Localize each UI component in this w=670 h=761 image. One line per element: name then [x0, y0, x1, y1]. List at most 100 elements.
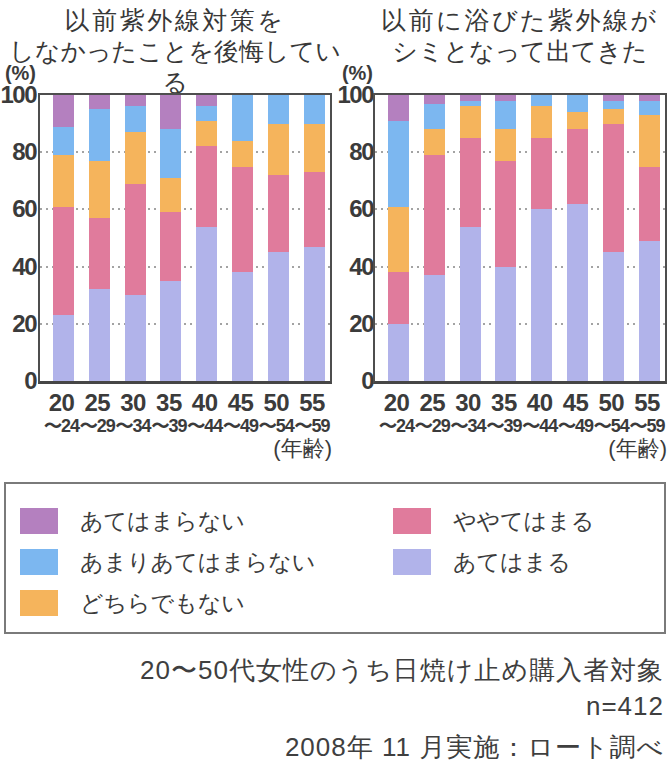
legend: あてはまらないあまりあてはまらないどちらでもないややてはまるあてはまる	[4, 482, 666, 634]
y-tick-label: 40	[12, 253, 36, 281]
stacked-bar-30〜34	[460, 95, 481, 381]
y-tick-label: 100	[337, 81, 373, 109]
stacked-bar-45〜49	[567, 95, 588, 381]
bar-segment	[639, 241, 660, 381]
bar-segment	[304, 95, 325, 124]
bar-segment	[388, 95, 409, 121]
chart-title-line: 以前紫外線対策を	[0, 5, 350, 36]
bar-segment	[495, 267, 516, 381]
bar-segment	[53, 315, 74, 381]
bar-segment	[424, 275, 445, 381]
stacked-bar-50〜54	[603, 95, 624, 381]
bar-segment	[304, 247, 325, 381]
legend-label: あてはまらない	[80, 507, 245, 535]
age-axis-label-right: (年齢)	[373, 434, 667, 464]
bar-segment	[304, 124, 325, 173]
bar-segment	[603, 109, 624, 123]
y-axis-right: 100806040200	[337, 93, 373, 383]
bar-segment	[232, 167, 253, 273]
bar-segment	[89, 218, 110, 290]
chart-title-left: 以前紫外線対策をしなかったことを後悔している	[0, 5, 350, 98]
bar-segment	[196, 121, 217, 147]
bar-segment	[160, 281, 181, 381]
bar-segment	[495, 101, 516, 130]
chart-title-right: 以前に浴びた紫外線がシミとなって出てきた	[372, 5, 668, 67]
bar-segment	[388, 272, 409, 323]
bar-segment	[125, 106, 146, 132]
bar-segment	[531, 138, 552, 210]
bar-segment	[125, 132, 146, 183]
bar-segment	[89, 161, 110, 218]
y-tick-label: 60	[349, 195, 373, 223]
x-tick-range: 〜59	[622, 416, 670, 436]
bar-segment	[53, 155, 74, 206]
footer-notes: 20〜50代女性のうち日焼け止め購入者対象 n=412 2008年 11 月実施…	[140, 652, 664, 761]
bar-segment	[196, 227, 217, 381]
y-tick-label: 80	[12, 138, 36, 166]
plot-area-left	[38, 93, 332, 384]
bar-segment	[196, 146, 217, 226]
bar-segment	[160, 212, 181, 281]
bar-segment	[160, 95, 181, 129]
bar-segment	[603, 101, 624, 110]
bar-segment	[639, 167, 660, 241]
y-tick-label: 80	[349, 138, 373, 166]
bar-segment	[125, 295, 146, 381]
x-tick-age: 55	[622, 390, 670, 416]
uv-survey-figure: 以前紫外線対策をしなかったことを後悔している 以前に浴びた紫外線がシミとなって出…	[0, 0, 670, 761]
stacked-bar-30〜34	[125, 95, 146, 381]
bar-segment	[639, 115, 660, 166]
bar-segment	[424, 155, 445, 275]
footer-sample-description: 20〜50代女性のうち日焼け止め購入者対象	[140, 652, 664, 688]
legend-label: どちらでもない	[80, 589, 245, 617]
bar-segment	[424, 95, 445, 104]
bar-segment	[388, 121, 409, 207]
bar-segment	[424, 104, 445, 130]
y-tick-label: 40	[349, 253, 373, 281]
bar-segment	[268, 124, 289, 175]
bar-segment	[160, 178, 181, 212]
y-tick-label: 20	[12, 310, 36, 338]
bar-segment	[160, 129, 181, 178]
y-tick-label: 0	[24, 367, 36, 395]
bar-segment	[567, 129, 588, 203]
legend-swatch	[20, 590, 58, 616]
stacked-bar-35〜39	[495, 95, 516, 381]
x-tick-label: 55〜59	[287, 390, 337, 436]
legend-swatch	[20, 549, 58, 575]
bar-segment	[460, 227, 481, 381]
bar-segment	[567, 95, 588, 112]
bar-segment	[424, 129, 445, 155]
bar-segment	[232, 272, 253, 381]
x-tick-range: 〜59	[287, 416, 337, 436]
bar-segment	[531, 106, 552, 137]
stacked-bar-45〜49	[232, 95, 253, 381]
legend-swatch	[393, 508, 431, 534]
footer-sample-size: n=412	[140, 688, 664, 724]
bar-segment	[603, 252, 624, 381]
plot-area-right	[373, 93, 667, 384]
stacked-bar-55〜59	[639, 95, 660, 381]
stacked-bar-40〜44	[531, 95, 552, 381]
stacked-bar-20〜24	[388, 95, 409, 381]
legend-label: あまりあてはまらない	[80, 548, 315, 576]
bar-segment	[232, 95, 253, 141]
chart-title-line: 以前に浴びた紫外線が	[372, 5, 668, 36]
x-tick-label: 55〜59	[622, 390, 670, 436]
bar-segment	[388, 207, 409, 273]
legend-swatch	[20, 508, 58, 534]
bar-segment	[495, 129, 516, 160]
legend-label: ややてはまる	[453, 507, 594, 535]
bar-segment	[125, 95, 146, 106]
stacked-bar-40〜44	[196, 95, 217, 381]
stacked-bar-35〜39	[160, 95, 181, 381]
bar-segment	[567, 204, 588, 381]
percent-unit-label-right: (%)	[333, 63, 373, 83]
y-axis-left: 100806040200	[0, 93, 36, 383]
bar-segment	[268, 175, 289, 252]
bar-segment	[460, 138, 481, 227]
bar-segment	[196, 95, 217, 106]
legend-swatch	[393, 549, 431, 575]
bar-segment	[304, 172, 325, 246]
percent-unit-label-left: (%)	[0, 63, 36, 83]
